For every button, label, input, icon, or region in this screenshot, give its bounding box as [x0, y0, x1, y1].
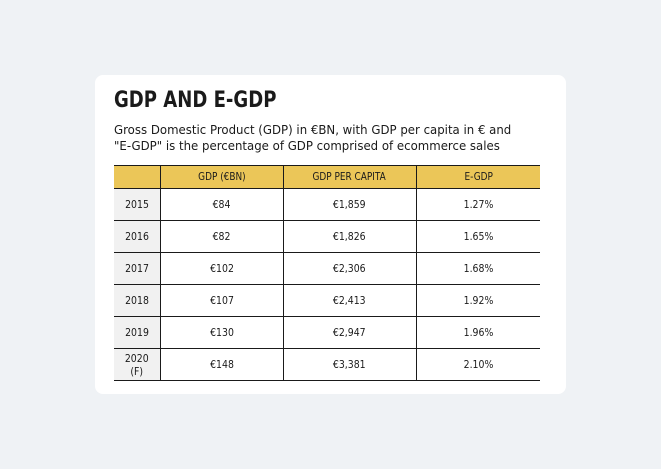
year-cell: 2015 — [114, 188, 160, 221]
year-cell: 2020 (F) — [114, 348, 160, 381]
table-header: GDP (€BN) GDP PER CAPITA E-GDP — [114, 165, 540, 189]
header-cell-per-capita: GDP PER CAPITA — [282, 165, 416, 189]
gdp-cell: €130 — [159, 316, 283, 349]
per-capita-cell: €2,413 — [282, 284, 416, 317]
table-row: 2017 €102 €2,306 1.68% — [114, 252, 540, 285]
header-row: GDP (€BN) GDP PER CAPITA E-GDP — [114, 165, 540, 189]
header-cell-gdp: GDP (€BN) — [159, 165, 283, 189]
table-row: 2018 €107 €2,413 1.92% — [114, 284, 540, 317]
gdp-cell: €102 — [159, 252, 283, 285]
year-cell: 2019 — [114, 316, 160, 349]
per-capita-cell: €2,306 — [282, 252, 416, 285]
chart-title: GDP AND E-GDP — [114, 88, 277, 113]
egdp-cell: 1.68% — [415, 252, 540, 285]
table-row: 2019 €130 €2,947 1.96% — [114, 316, 540, 349]
gdp-table: GDP (€BN) GDP PER CAPITA E-GDP 2015 €84 €1… — [114, 165, 540, 381]
gdp-cell: €82 — [159, 220, 283, 253]
table-body: 2015 €84 €1,859 1.27% 2016 €82 €1,826 1.65% 2017… — [114, 188, 540, 381]
egdp-cell: 1.27% — [415, 188, 540, 221]
per-capita-cell: €1,826 — [282, 220, 416, 253]
per-capita-cell: €2,947 — [282, 316, 416, 349]
per-capita-cell: €1,859 — [282, 188, 416, 221]
gdp-cell: €107 — [159, 284, 283, 317]
table-row: 2020 (F) €148 €3,381 2.10% — [114, 348, 540, 381]
year-cell: 2017 — [114, 252, 160, 285]
year-cell: 2016 — [114, 220, 160, 253]
header-cell-egdp: E-GDP — [415, 165, 540, 189]
gdp-cell: €84 — [159, 188, 283, 221]
subtitle-line-1: Gross Domestic Product (GDP) in €BN, wit… — [114, 122, 512, 137]
header-cell-year — [114, 165, 160, 189]
table-row: 2015 €84 €1,859 1.27% — [114, 188, 540, 221]
table-card: GDP AND E-GDP Gross Domestic Product (GD… — [95, 75, 566, 394]
egdp-cell: 1.92% — [415, 284, 540, 317]
egdp-cell: 1.96% — [415, 316, 540, 349]
gdp-cell: €148 — [159, 348, 283, 381]
chart-subtitle: Gross Domestic Product (GDP) in €BN, wit… — [114, 122, 528, 154]
per-capita-cell: €3,381 — [282, 348, 416, 381]
year-cell: 2018 — [114, 284, 160, 317]
egdp-cell: 1.65% — [415, 220, 540, 253]
subtitle-line-2: "E-GDP" is the percentage of GDP compris… — [114, 138, 500, 153]
egdp-cell: 2.10% — [415, 348, 540, 381]
table-row: 2016 €82 €1,826 1.65% — [114, 220, 540, 253]
